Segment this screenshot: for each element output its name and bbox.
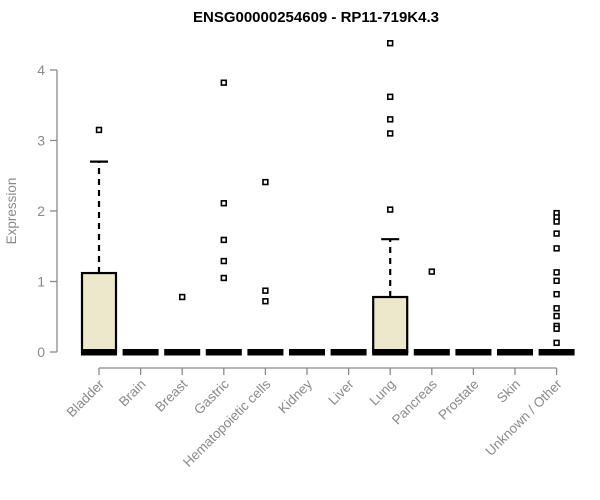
outlier-point: [428, 268, 435, 275]
median-bar: [164, 349, 201, 356]
boxplot-breast: [164, 293, 201, 356]
median-bar: [122, 349, 159, 356]
median-bar: [205, 349, 242, 356]
boxplot-kidney: [289, 349, 325, 356]
outlier-point: [553, 290, 560, 298]
x-tick-label: Unknown / Other: [482, 376, 565, 459]
x-tick-label: Gastric: [191, 376, 232, 417]
outlier-point: [553, 269, 560, 276]
chart-title: ENSG00000254609 - RP11-719K4.3: [193, 9, 439, 26]
x-tick-label: Liver: [325, 376, 357, 408]
outlier-point: [262, 178, 269, 186]
boxplot-hematopoietic-cells: [247, 178, 284, 356]
outlier-point: [553, 230, 560, 237]
outlier-point: [220, 79, 227, 86]
outlier-point: [262, 287, 269, 294]
median-bar: [81, 349, 117, 356]
outlier-point: [386, 130, 394, 137]
outlier-point: [553, 277, 560, 284]
boxplot-brain: [122, 349, 159, 356]
y-tick-label: 2: [37, 203, 45, 219]
x-tick-label: Bladder: [64, 376, 108, 420]
outlier-point: [553, 312, 560, 320]
y-tick-label: 1: [37, 274, 45, 290]
outlier-point: [553, 245, 560, 252]
boxplot-skin: [497, 349, 533, 356]
outlier-point: [553, 339, 560, 347]
box: [80, 271, 118, 354]
outlier-point: [220, 236, 227, 244]
outlier-point: [386, 206, 394, 213]
x-tick-label: Kidney: [275, 376, 315, 416]
boxplot-pancreas: [413, 268, 450, 356]
y-tick-label: 3: [37, 133, 45, 149]
outlier-point: [553, 305, 560, 312]
y-axis: 0 1 2 3 4: [37, 62, 58, 360]
x-tick-label: Skin: [494, 377, 523, 406]
median-bar: [455, 349, 492, 356]
median-bar: [538, 349, 575, 356]
outlier-point: [553, 325, 560, 332]
box: [372, 295, 409, 354]
outlier-point: [553, 218, 560, 225]
outlier-point: [220, 257, 227, 265]
x-tick-label: Prostate: [435, 377, 481, 423]
boxplot-gastric: [205, 79, 242, 356]
boxplot-unknown-other: [538, 209, 575, 356]
outlier-point: [220, 200, 227, 207]
boxplot-prostate: [455, 349, 492, 356]
median-bar: [372, 349, 409, 356]
y-axis-label: Expression: [4, 178, 19, 245]
x-tick-label: Pancreas: [389, 376, 440, 427]
x-tick-label: Brain: [116, 377, 149, 410]
x-tick-label: Lung: [366, 377, 398, 409]
boxplot-lung: [372, 40, 409, 356]
median-bar: [289, 349, 325, 356]
median-bar: [330, 349, 367, 356]
x-tick-label: Breast: [152, 376, 190, 414]
outlier-point: [262, 298, 269, 305]
median-bar: [413, 349, 450, 356]
plot-area: [80, 40, 575, 356]
outlier-point: [386, 93, 394, 100]
median-bar: [497, 349, 533, 356]
boxplot-liver: [330, 349, 367, 356]
outlier-point: [220, 274, 227, 282]
outlier-point: [386, 40, 394, 47]
outlier-point: [179, 293, 186, 301]
boxplot-bladder: [80, 126, 118, 356]
median-bar: [247, 349, 284, 356]
outlier-point: [386, 116, 394, 123]
y-tick-label: 0: [37, 344, 45, 360]
outlier-point: [95, 126, 103, 134]
y-tick-label: 4: [37, 62, 45, 78]
